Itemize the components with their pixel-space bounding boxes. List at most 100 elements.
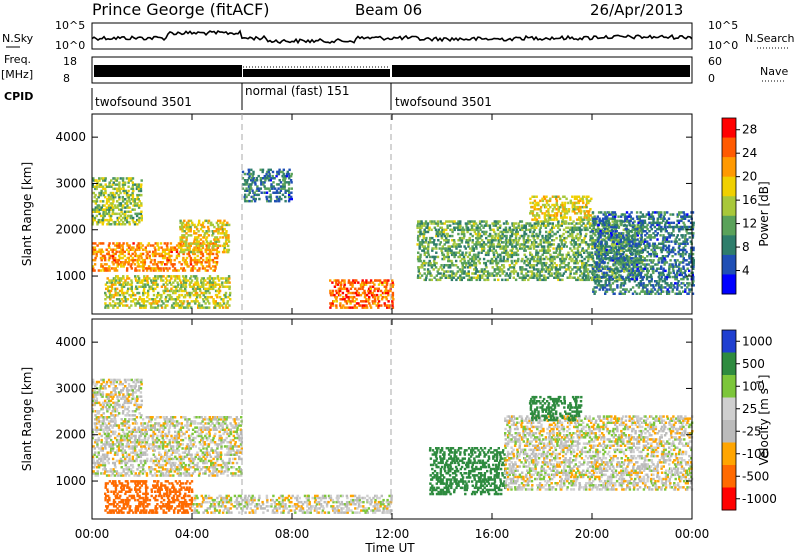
power-cell bbox=[274, 187, 277, 190]
power-cell bbox=[613, 271, 617, 275]
power-cell bbox=[445, 255, 448, 259]
power-cell bbox=[140, 218, 143, 222]
power-cell bbox=[575, 201, 578, 205]
power-cell bbox=[516, 259, 520, 263]
power-cell bbox=[101, 218, 104, 222]
power-cell bbox=[180, 300, 183, 303]
power-cell bbox=[191, 223, 194, 227]
power-cell bbox=[224, 281, 227, 284]
power-cell bbox=[156, 277, 160, 280]
power-cell bbox=[597, 236, 600, 239]
power-cell bbox=[384, 289, 387, 293]
power-cell bbox=[375, 304, 378, 307]
power-cell bbox=[655, 269, 658, 273]
power-cell bbox=[160, 246, 163, 249]
power-cell bbox=[559, 257, 562, 261]
power-cell bbox=[154, 298, 157, 301]
power-cell bbox=[575, 205, 578, 209]
power-cell bbox=[371, 291, 374, 295]
power-cell bbox=[123, 291, 127, 295]
power-cell bbox=[600, 222, 603, 225]
power-cell bbox=[132, 216, 135, 220]
power-cell bbox=[538, 232, 541, 236]
power-cell bbox=[634, 269, 637, 273]
power-cell bbox=[620, 292, 623, 295]
power-cell bbox=[667, 232, 670, 235]
power-cell bbox=[505, 249, 508, 252]
power-cell bbox=[476, 274, 480, 277]
power-cell bbox=[677, 265, 680, 268]
power-cell bbox=[639, 243, 642, 246]
power-cell bbox=[287, 195, 291, 199]
power-cell bbox=[641, 230, 644, 234]
power-cell bbox=[363, 281, 366, 284]
power-cell bbox=[211, 244, 215, 248]
power-cell bbox=[467, 241, 470, 244]
power-cell bbox=[666, 292, 669, 295]
power-cell bbox=[611, 259, 615, 262]
power-cell bbox=[206, 295, 210, 299]
power-cell bbox=[556, 245, 560, 248]
power-cell bbox=[347, 291, 350, 295]
power-cell bbox=[617, 269, 621, 273]
power-cell bbox=[115, 269, 119, 272]
power-cell bbox=[506, 278, 509, 282]
power-cell bbox=[615, 259, 618, 262]
power-cell bbox=[535, 272, 538, 275]
power-cell bbox=[383, 302, 386, 305]
power-cell bbox=[666, 211, 669, 214]
power-cell bbox=[107, 306, 110, 309]
power-cell bbox=[618, 246, 621, 250]
power-cell bbox=[441, 245, 444, 248]
power-cell bbox=[652, 259, 655, 262]
power-cell bbox=[554, 251, 558, 254]
power-cell bbox=[181, 248, 184, 252]
power-cell bbox=[633, 240, 636, 243]
power-cell bbox=[462, 255, 466, 259]
power-cell bbox=[657, 275, 660, 279]
power-cell bbox=[127, 198, 131, 201]
power-cell bbox=[112, 248, 115, 251]
power-cell bbox=[531, 212, 534, 215]
power-cell bbox=[339, 304, 342, 307]
power-cell bbox=[421, 232, 424, 236]
power-cell bbox=[464, 247, 467, 250]
power-cell bbox=[126, 206, 129, 209]
power-cell bbox=[364, 293, 367, 297]
power-cell bbox=[214, 240, 217, 243]
power-cell bbox=[216, 289, 219, 293]
power-cell bbox=[417, 268, 420, 271]
power-cell bbox=[271, 170, 275, 174]
power-cell bbox=[682, 240, 685, 243]
power-cell bbox=[93, 248, 97, 251]
power-cell bbox=[182, 256, 185, 260]
power-cell bbox=[676, 234, 679, 237]
power-cell bbox=[608, 267, 611, 270]
power-cell bbox=[622, 261, 626, 265]
power-cell bbox=[112, 300, 115, 303]
power-cell bbox=[214, 265, 217, 268]
power-cell bbox=[349, 306, 352, 309]
power-cell bbox=[655, 234, 658, 237]
power-cell bbox=[457, 276, 460, 279]
power-cell bbox=[621, 275, 624, 279]
power-cell bbox=[92, 185, 95, 188]
power-cell bbox=[599, 230, 602, 233]
power-cell bbox=[199, 227, 203, 231]
power-cell bbox=[558, 249, 562, 252]
power-cell bbox=[671, 290, 674, 293]
power-cell bbox=[195, 263, 198, 266]
power-cell bbox=[563, 243, 566, 246]
power-cell bbox=[97, 218, 100, 222]
power-cell bbox=[144, 291, 147, 295]
power-cell bbox=[259, 187, 262, 190]
power-cell bbox=[644, 273, 647, 277]
power-cell bbox=[660, 221, 663, 225]
power-cell bbox=[176, 304, 179, 307]
power-cell bbox=[622, 259, 625, 262]
power-cell bbox=[114, 261, 117, 264]
power-cell bbox=[678, 263, 681, 266]
power-cell bbox=[112, 267, 115, 270]
power-cell bbox=[555, 214, 559, 217]
power-cell bbox=[662, 273, 665, 277]
